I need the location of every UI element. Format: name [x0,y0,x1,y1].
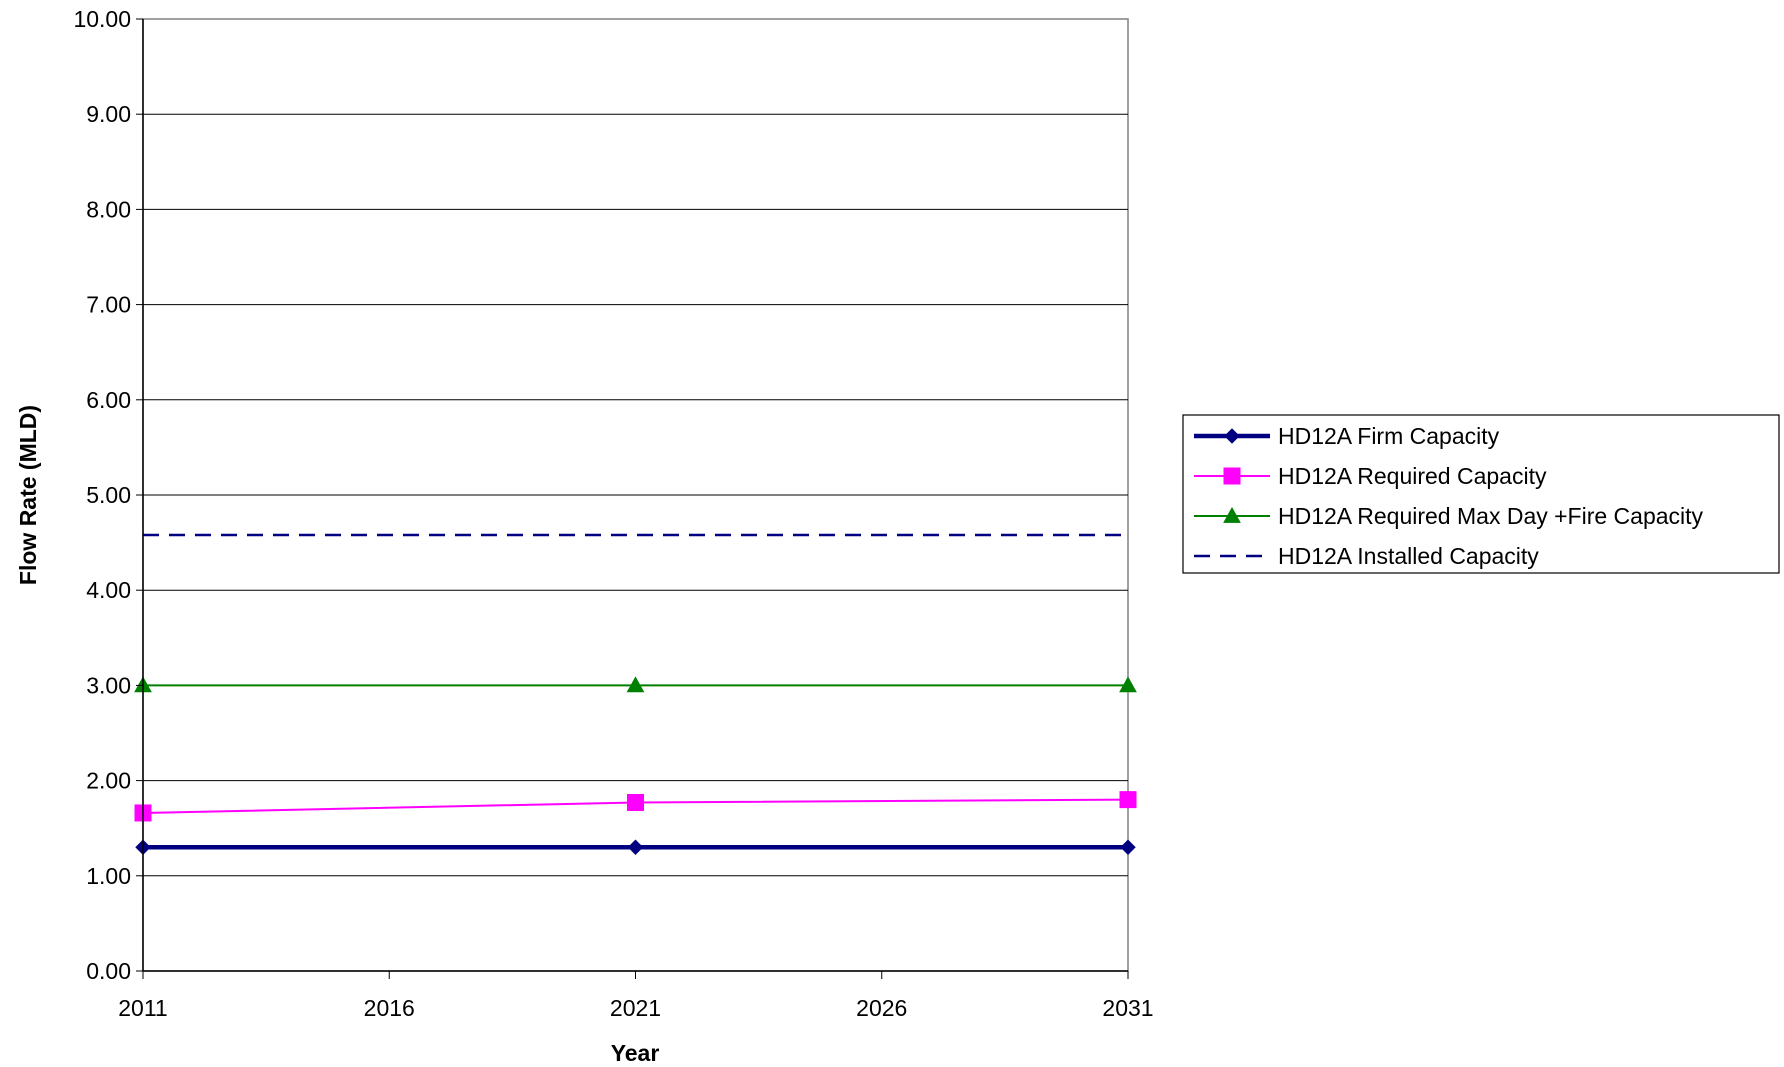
data-point [627,839,644,855]
series-hd12a-required-max-day-fire-capacity [134,676,1137,693]
legend-item-hd12a-firm-capacity: HD12A Firm Capacity [1194,423,1500,449]
series-hd12a-required-capacity [134,791,1137,822]
y-tick-label: 4.00 [86,577,131,603]
y-tick-label: 1.00 [86,863,131,889]
data-point [1120,839,1136,855]
y-tick-label: 10.00 [73,6,131,32]
data-point [626,676,645,693]
y-tick-label: 9.00 [86,101,131,127]
data-point [1119,676,1137,693]
x-tick-label: 2016 [364,995,415,1021]
y-tick-label: 3.00 [86,672,131,698]
legend-label: HD12A Required Max Day +Fire Capacity [1278,503,1704,529]
gridlines [143,113,1128,877]
legend-marker [1223,506,1241,523]
legend-item-hd12a-installed-capacity: HD12A Installed Capacity [1194,543,1539,569]
legend-label: HD12A Firm Capacity [1278,423,1500,449]
y-axis-title: Flow Rate (MLD) [15,405,41,585]
legend-box [1182,414,1780,574]
series-hd12a-firm-capacity [135,839,1136,855]
y-tick-label: 6.00 [86,387,131,413]
legend-label: HD12A Installed Capacity [1278,543,1539,569]
y-tick-label: 8.00 [86,196,131,222]
y-tick-label: 5.00 [86,482,131,508]
legend-marker [1224,428,1240,444]
legend-item-hd12a-required-max-day-fire-capacity: HD12A Required Max Day +Fire Capacity [1194,503,1704,529]
series-layer [134,533,1137,855]
plot-area [134,18,1137,972]
legend: HD12A Firm Capacity HD12A Required Capaci… [1182,414,1780,574]
legend-marker [1223,467,1241,485]
y-tick-label: 2.00 [86,768,131,794]
x-axis-title: Year [611,1040,660,1066]
legend-item-hd12a-required-capacity: HD12A Required Capacity [1194,463,1547,489]
legend-label: HD12A Required Capacity [1278,463,1547,489]
y-axis: 0.00 1.00 2.00 3.00 4.00 5.00 6.00 7.00 8.00 9.00… [73,6,144,984]
x-axis: 2011 2016 2021 2026 2031 [118,970,1154,1021]
x-tick-label: 2011 [118,995,167,1021]
x-tick-label: 2021 [610,995,661,1021]
x-tick-label: 2031 [1102,995,1153,1021]
data-point [1119,791,1137,809]
y-tick-label: 0.00 [86,958,131,984]
x-tick-label: 2026 [856,995,907,1021]
y-tick-label: 7.00 [86,292,131,318]
data-point [627,793,644,811]
